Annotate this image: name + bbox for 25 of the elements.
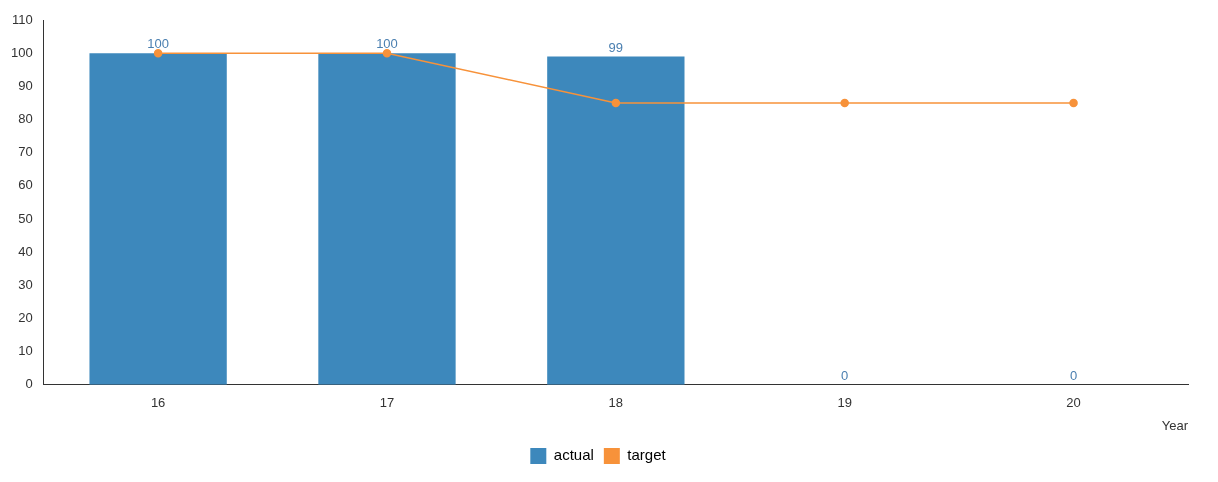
y-tick-label: 50 — [18, 210, 33, 226]
y-tick-label: 30 — [18, 276, 33, 292]
y-tick-label: 10 — [18, 343, 33, 359]
y-tick-label: 40 — [18, 243, 33, 259]
x-tick-label: 18 — [608, 395, 624, 411]
x-axis-title: Year — [1161, 417, 1189, 433]
data-label: 100 — [147, 36, 169, 52]
x-tick-label: 19 — [837, 395, 852, 411]
y-tick-label: 80 — [18, 111, 33, 127]
y-tick-label: 60 — [18, 177, 33, 193]
y-tick-label: 90 — [18, 77, 33, 93]
x-tick-label: 17 — [379, 395, 395, 411]
x-tick-label: 20 — [1066, 395, 1081, 411]
data-label: 0 — [841, 367, 849, 383]
x-tick-label: 16 — [150, 395, 166, 411]
legend-label: actual — [553, 446, 594, 464]
data-label: 99 — [608, 39, 624, 55]
legend-label: target — [627, 446, 667, 464]
y-tick-label: 70 — [18, 144, 33, 160]
data-label: 0 — [1069, 367, 1078, 383]
y-tick-label: 110 — [11, 11, 33, 27]
y-tick-label: 0 — [25, 376, 33, 392]
y-tick-label: 20 — [18, 310, 33, 326]
data-label: 100 — [376, 36, 398, 52]
y-tick-label: 100 — [10, 44, 33, 60]
